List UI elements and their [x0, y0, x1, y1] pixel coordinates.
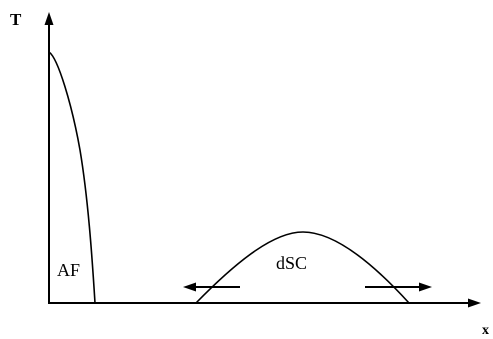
y-axis-label: T — [10, 10, 22, 29]
y-axis-arrowhead — [44, 12, 54, 25]
right-arrow-head — [419, 282, 432, 292]
x-axis-arrowhead — [468, 298, 481, 308]
af-phase-boundary — [48, 51, 96, 304]
x-axis-label: x — [482, 323, 489, 338]
dsc-region-label: dSC — [276, 253, 307, 273]
left-arrow-head — [183, 282, 196, 292]
af-region-label: AF — [57, 260, 80, 280]
dsc-dome — [195, 231, 410, 304]
